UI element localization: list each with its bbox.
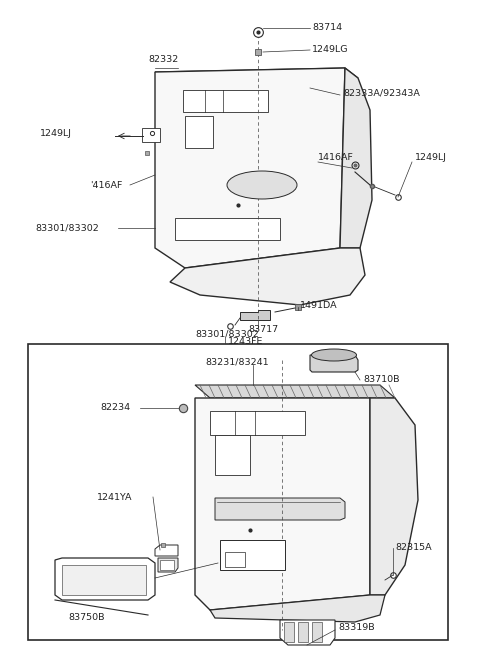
Bar	[298, 622, 308, 642]
Text: 1491DA: 1491DA	[300, 300, 337, 309]
Text: 1249LJ: 1249LJ	[40, 129, 72, 137]
Polygon shape	[155, 68, 358, 82]
Text: 83301/83302: 83301/83302	[35, 223, 99, 233]
Polygon shape	[310, 355, 358, 372]
Polygon shape	[155, 68, 345, 268]
Polygon shape	[195, 385, 395, 398]
Text: 83301/83302: 83301/83302	[195, 330, 259, 338]
Text: 83710B: 83710B	[363, 376, 399, 384]
Bar	[284, 622, 294, 642]
Bar	[312, 622, 322, 642]
Text: 1249LG: 1249LG	[312, 45, 348, 55]
Polygon shape	[158, 558, 178, 572]
Bar	[225, 552, 245, 567]
Text: 82332: 82332	[148, 55, 178, 64]
Bar	[185, 116, 213, 148]
Polygon shape	[340, 68, 372, 248]
Polygon shape	[55, 558, 155, 600]
Ellipse shape	[227, 171, 297, 199]
Bar	[183, 90, 268, 112]
Polygon shape	[215, 498, 345, 520]
Text: 83717: 83717	[248, 325, 278, 334]
Text: 1243FE: 1243FE	[228, 338, 264, 346]
Ellipse shape	[312, 349, 357, 361]
Bar	[210, 411, 305, 435]
Text: 83714: 83714	[312, 24, 342, 32]
Bar	[220, 540, 285, 570]
Polygon shape	[170, 248, 365, 305]
Text: 83231/83241: 83231/83241	[205, 357, 269, 367]
Text: 82234: 82234	[100, 403, 130, 413]
Polygon shape	[370, 398, 418, 595]
Text: 1249LJ: 1249LJ	[415, 154, 447, 162]
Bar	[62, 565, 146, 595]
Bar	[142, 128, 160, 142]
Polygon shape	[195, 398, 370, 610]
Text: 1416AF: 1416AF	[318, 154, 354, 162]
Bar	[160, 560, 174, 570]
Bar	[175, 218, 280, 240]
Polygon shape	[280, 620, 335, 645]
Text: 1241YA: 1241YA	[97, 493, 132, 501]
Text: 82333A/92343A: 82333A/92343A	[343, 89, 420, 97]
Text: 82315A: 82315A	[395, 543, 432, 553]
Polygon shape	[210, 595, 385, 622]
Polygon shape	[240, 310, 270, 320]
Text: 83750B: 83750B	[68, 614, 105, 622]
Bar	[28, 344, 448, 640]
Polygon shape	[155, 545, 178, 556]
Text: 83319B: 83319B	[338, 623, 374, 633]
Bar	[215, 435, 250, 475]
Text: '416AF: '416AF	[90, 181, 122, 189]
